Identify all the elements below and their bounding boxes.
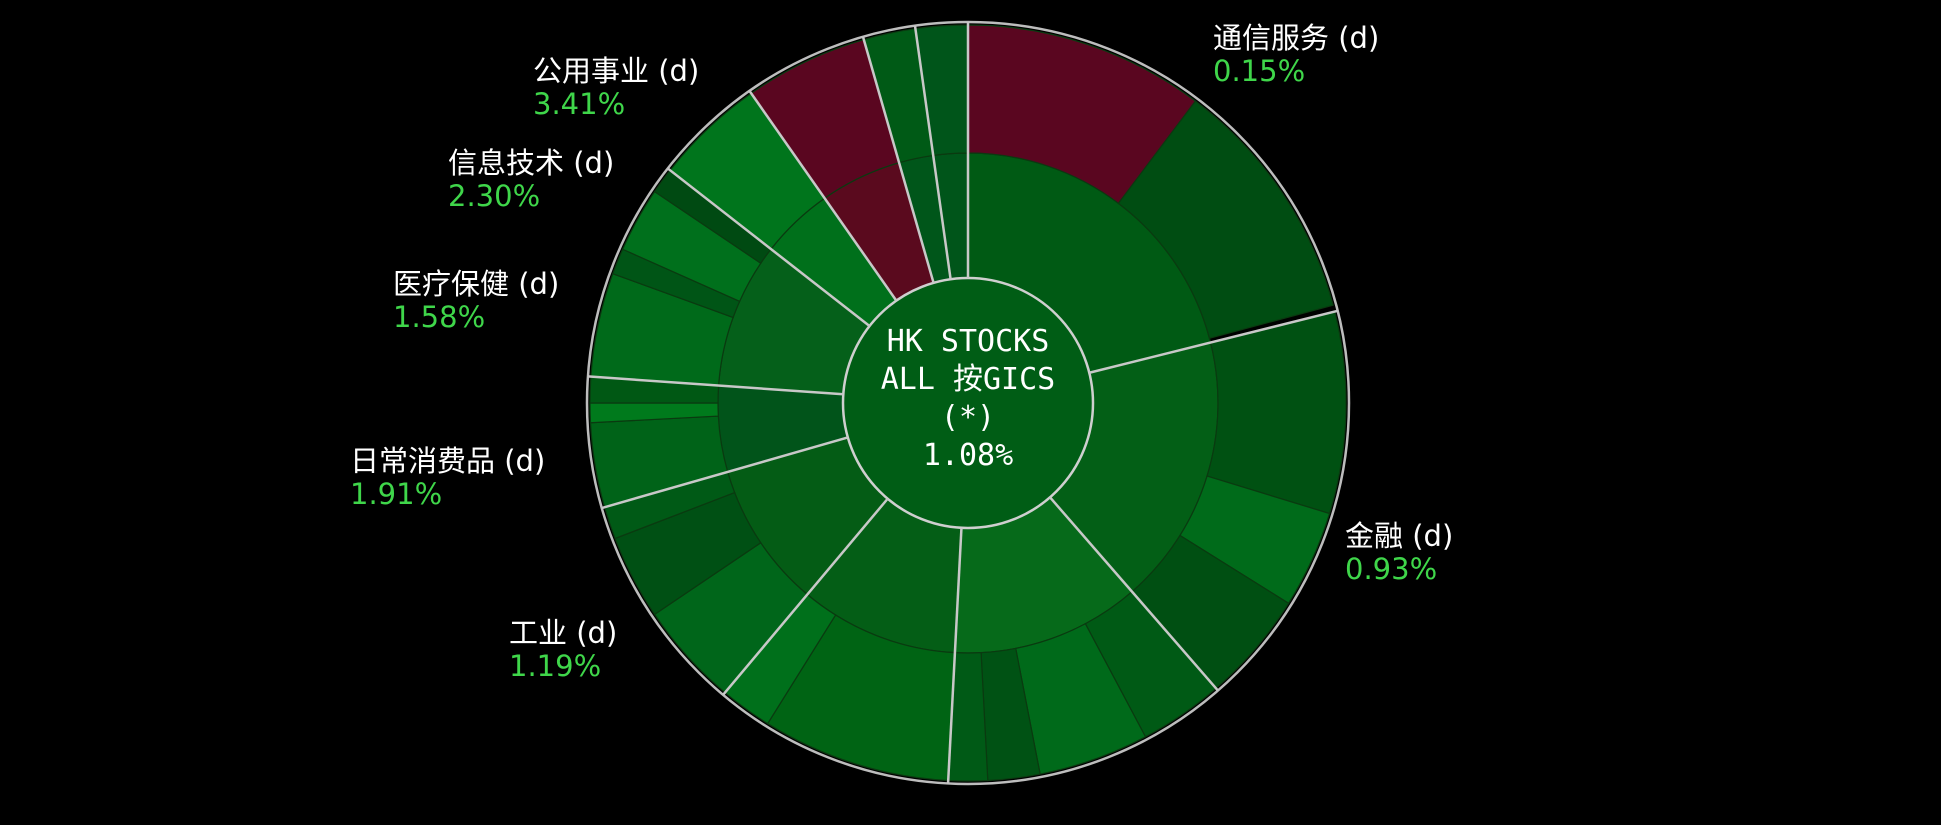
sector-divider: [587, 375, 844, 396]
label-utilities[interactable]: 公用事业 (d) 3.41%: [533, 54, 700, 122]
center-line-1: HK STOCKS: [886, 324, 1050, 359]
sector-name: 工业 (d): [509, 616, 618, 650]
sector-divider: [1088, 309, 1338, 374]
sector-divider: [601, 436, 849, 510]
sector-change: 3.41%: [533, 87, 626, 122]
center-line-2: ALL 按GICS: [880, 362, 1056, 397]
sector-name: 日常消费品 (d): [350, 444, 546, 478]
sector-change: 0.15%: [1213, 54, 1306, 89]
label-financials[interactable]: 金融 (d) 0.93%: [1345, 519, 1454, 587]
label-consumer-staples[interactable]: 日常消费品 (d) 1.91%: [350, 444, 546, 512]
sector-change: 2.30%: [448, 179, 541, 214]
label-industrials[interactable]: 工业 (d) 1.19%: [509, 616, 618, 684]
center-line-3: (*): [940, 400, 996, 435]
sector-name: 公用事业 (d): [533, 54, 700, 88]
sector-change: 0.93%: [1345, 552, 1438, 587]
sector-change: 1.19%: [509, 649, 602, 684]
label-health-care[interactable]: 医疗保健 (d) 1.58%: [393, 267, 560, 335]
sector-divider: [666, 167, 871, 328]
sector-name: 信息技术 (d): [448, 146, 615, 180]
sector-divider: [722, 497, 889, 696]
sector-divider: [861, 36, 935, 284]
label-information-technology[interactable]: 信息技术 (d) 2.30%: [448, 146, 615, 214]
center-value: 1.08%: [922, 438, 1014, 473]
sector-name: 通信服务 (d): [1213, 21, 1380, 55]
sector-name: 医疗保健 (d): [393, 267, 560, 301]
center-summary: HK STOCKS ALL 按GICS (*) 1.08%: [818, 323, 1118, 475]
sub-segment[interactable]: [1117, 100, 1334, 340]
sector-divider: [1049, 496, 1219, 692]
label-communication-services[interactable]: 通信服务 (d) 0.15%: [1213, 21, 1380, 89]
sector-name: 金融 (d): [1345, 519, 1454, 553]
sector-divider: [748, 90, 898, 302]
sector-change: 1.58%: [393, 300, 486, 335]
sector-divider: [913, 25, 952, 280]
sector-divider: [946, 527, 963, 784]
sector-change: 1.91%: [350, 477, 443, 512]
